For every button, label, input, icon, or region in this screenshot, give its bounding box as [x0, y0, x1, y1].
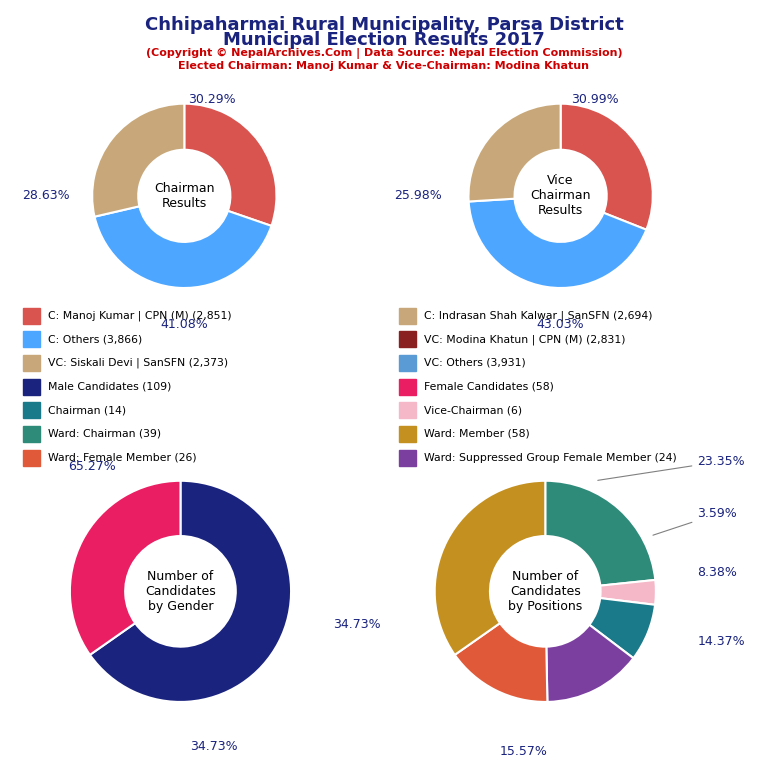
Bar [399, 402, 416, 419]
Text: C: Indrasan Shah Kalwar | SanSFN (2,694): C: Indrasan Shah Kalwar | SanSFN (2,694) [424, 310, 653, 321]
Bar [399, 308, 416, 324]
Text: 28.63%: 28.63% [22, 190, 70, 202]
Text: Number of
Candidates
by Gender: Number of Candidates by Gender [145, 570, 216, 613]
Wedge shape [435, 481, 545, 655]
Bar [399, 425, 416, 442]
Wedge shape [600, 580, 656, 605]
Bar [23, 425, 40, 442]
Bar [399, 355, 416, 371]
Text: Elected Chairman: Manoj Kumar & Vice-Chairman: Modina Khatun: Elected Chairman: Manoj Kumar & Vice-Cha… [178, 61, 590, 71]
Text: 30.29%: 30.29% [188, 93, 236, 105]
Text: Ward: Chairman (39): Ward: Chairman (39) [48, 429, 161, 439]
Text: Number of
Candidates
by Positions: Number of Candidates by Positions [508, 570, 582, 613]
Text: 43.03%: 43.03% [537, 319, 584, 331]
Text: C: Manoj Kumar | CPN (M) (2,851): C: Manoj Kumar | CPN (M) (2,851) [48, 310, 231, 321]
Text: (Copyright © NepalArchives.Com | Data Source: Nepal Election Commission): (Copyright © NepalArchives.Com | Data So… [146, 48, 622, 59]
Bar [399, 449, 416, 465]
Bar [23, 331, 40, 347]
Bar [23, 308, 40, 324]
Bar [23, 355, 40, 371]
Text: VC: Siskali Devi | SanSFN (2,373): VC: Siskali Devi | SanSFN (2,373) [48, 358, 228, 368]
Text: 3.59%: 3.59% [653, 508, 737, 535]
Text: Chhipaharmai Rural Municipality, Parsa District: Chhipaharmai Rural Municipality, Parsa D… [144, 16, 624, 34]
Wedge shape [94, 207, 271, 288]
Text: Vice
Chairman
Results: Vice Chairman Results [531, 174, 591, 217]
Text: 65.27%: 65.27% [68, 461, 116, 473]
Wedge shape [468, 199, 647, 288]
Bar [399, 331, 416, 347]
Wedge shape [561, 104, 653, 230]
Text: 41.08%: 41.08% [161, 319, 208, 331]
Text: 25.98%: 25.98% [394, 190, 442, 202]
Text: 34.73%: 34.73% [333, 618, 381, 631]
Wedge shape [184, 104, 276, 226]
Text: C: Others (3,866): C: Others (3,866) [48, 334, 142, 344]
Text: Male Candidates (109): Male Candidates (109) [48, 382, 171, 392]
Wedge shape [545, 481, 655, 586]
Text: Ward: Suppressed Group Female Member (24): Ward: Suppressed Group Female Member (24… [424, 452, 677, 462]
Text: 30.99%: 30.99% [571, 93, 619, 105]
Wedge shape [90, 481, 291, 702]
Text: Ward: Member (58): Ward: Member (58) [424, 429, 530, 439]
Text: 15.57%: 15.57% [499, 745, 547, 758]
Text: Municipal Election Results 2017: Municipal Election Results 2017 [223, 31, 545, 48]
Text: Chairman
Results: Chairman Results [154, 182, 214, 210]
Wedge shape [455, 623, 548, 702]
Bar [23, 379, 40, 395]
Bar [23, 402, 40, 419]
Text: 34.73%: 34.73% [190, 740, 237, 753]
Text: VC: Modina Khatun | CPN (M) (2,831): VC: Modina Khatun | CPN (M) (2,831) [424, 334, 625, 345]
Text: Female Candidates (58): Female Candidates (58) [424, 382, 554, 392]
Text: 23.35%: 23.35% [598, 455, 745, 480]
Wedge shape [546, 624, 634, 702]
Bar [399, 379, 416, 395]
Wedge shape [589, 598, 655, 658]
Text: 14.37%: 14.37% [697, 634, 745, 647]
Text: Chairman (14): Chairman (14) [48, 406, 126, 415]
Text: Ward: Female Member (26): Ward: Female Member (26) [48, 452, 197, 462]
Bar [23, 449, 40, 465]
Text: 8.38%: 8.38% [697, 565, 737, 578]
Wedge shape [468, 104, 561, 201]
Text: VC: Others (3,931): VC: Others (3,931) [424, 358, 525, 368]
Wedge shape [92, 104, 184, 217]
Wedge shape [70, 481, 180, 655]
Text: Vice-Chairman (6): Vice-Chairman (6) [424, 406, 522, 415]
